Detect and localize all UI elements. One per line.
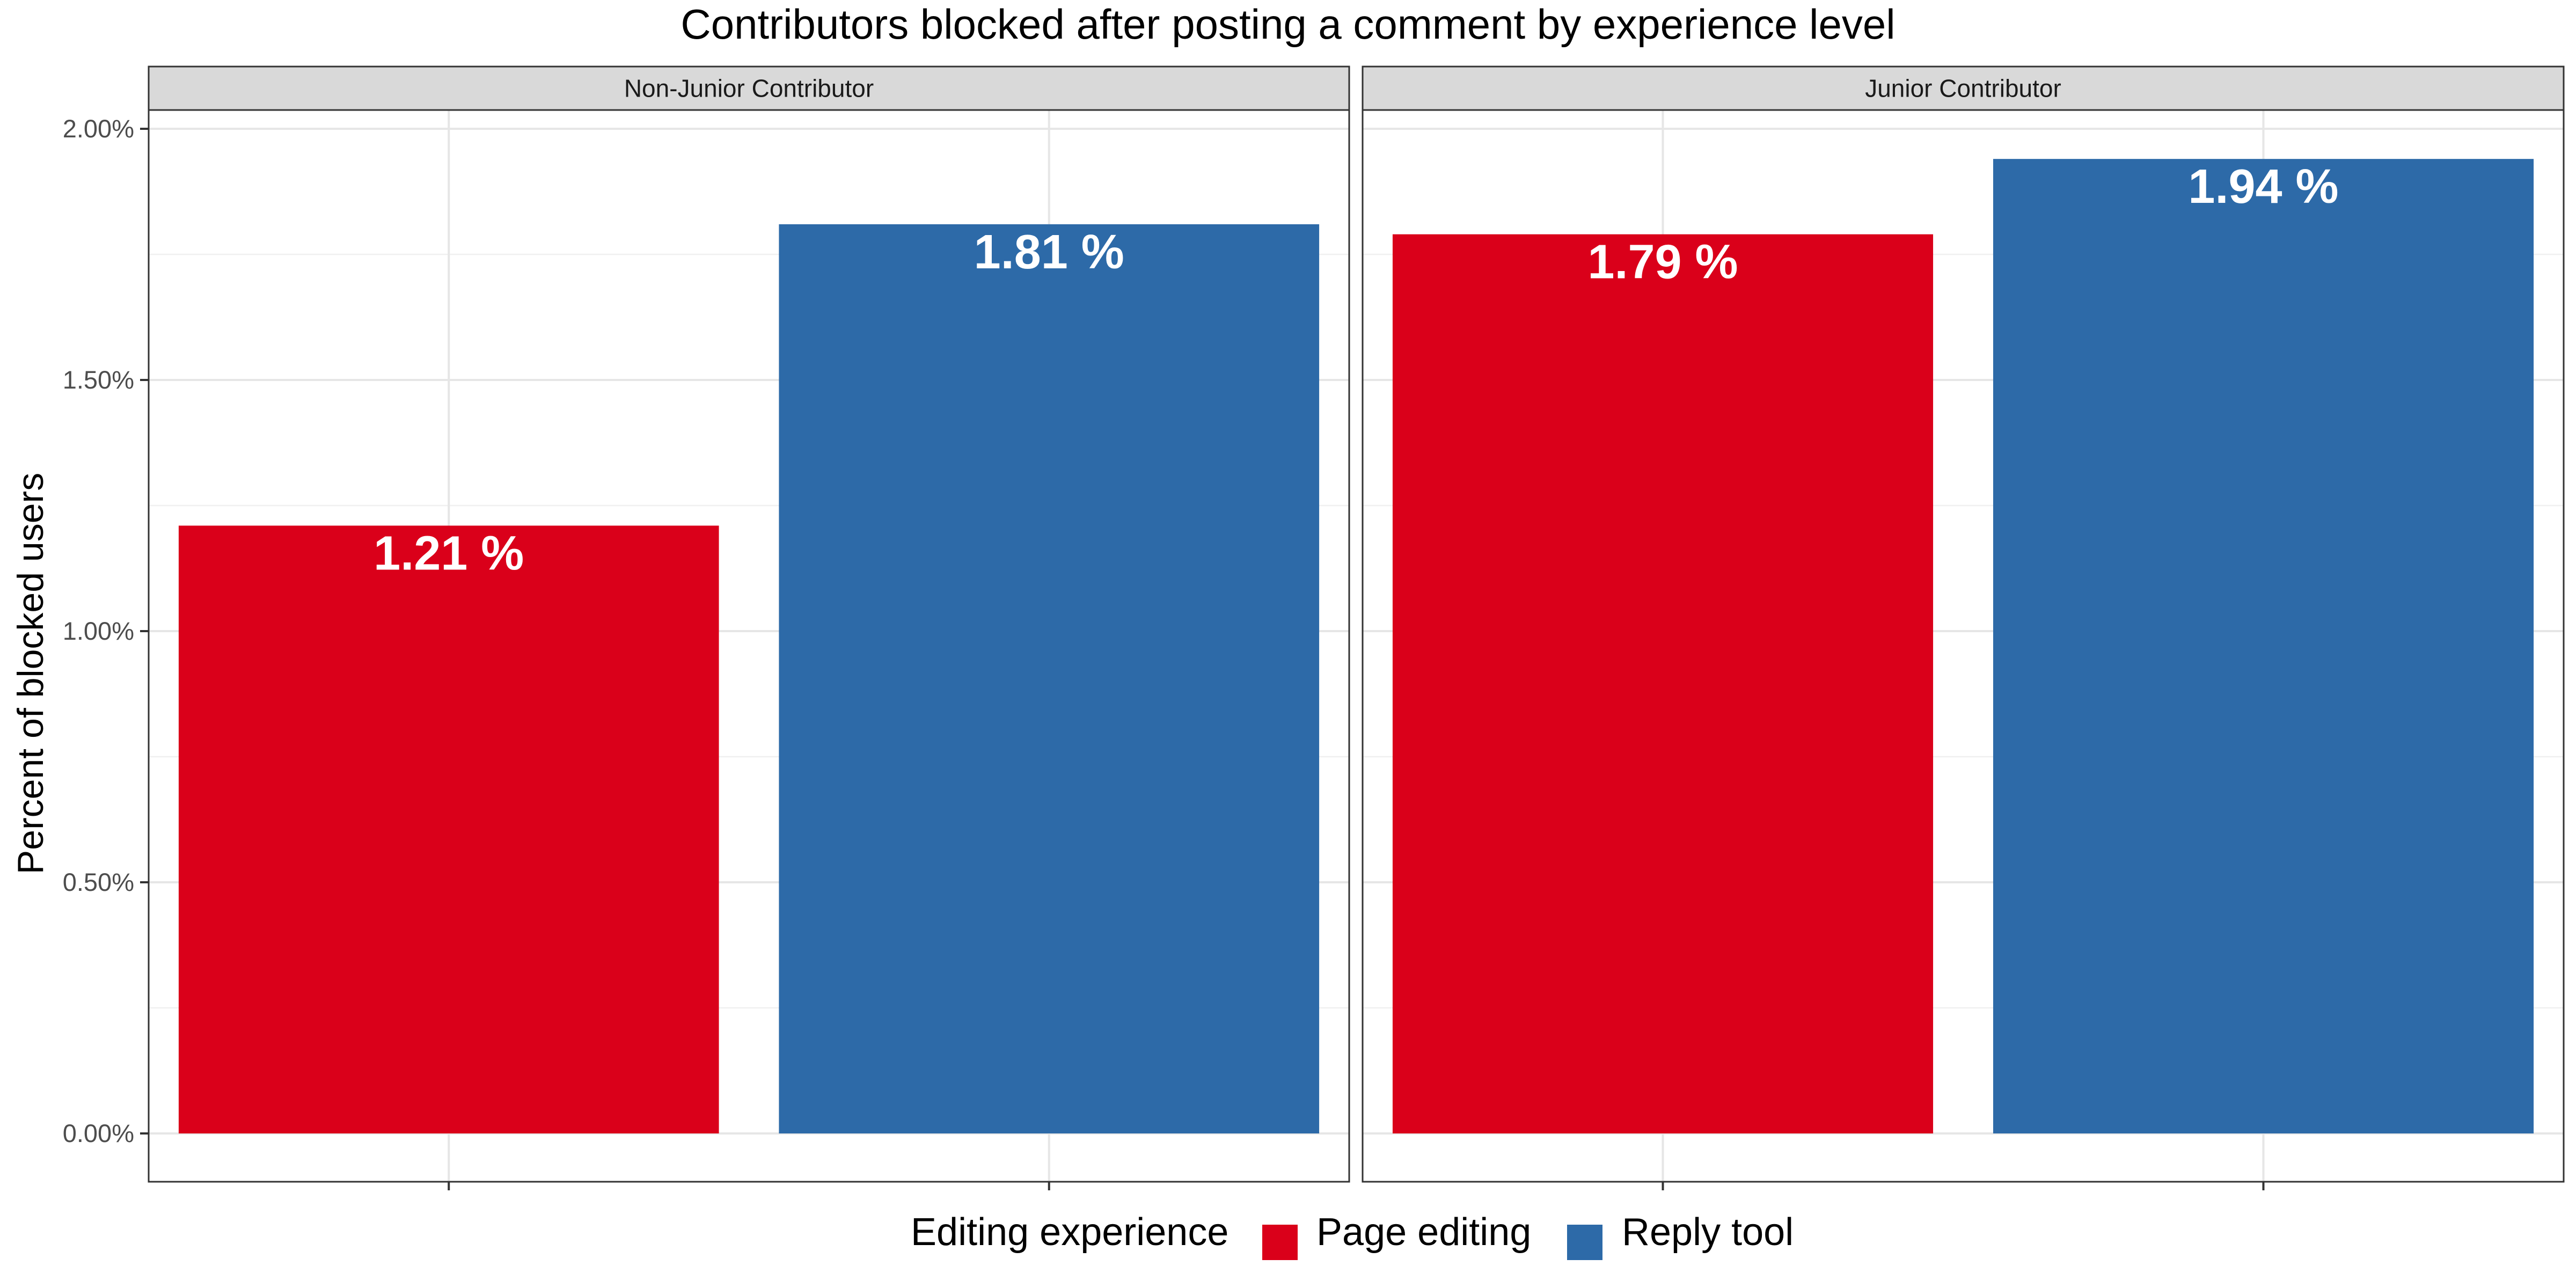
bar-value-label: 1.81 % bbox=[974, 225, 1124, 279]
bar bbox=[1392, 234, 1934, 1133]
facet-strip bbox=[1362, 65, 2565, 111]
chart-title: Contributors blocked after posting a com… bbox=[680, 1, 1895, 48]
legend-key bbox=[1262, 1225, 1298, 1260]
facet-strip-label: Non-Junior Contributor bbox=[624, 75, 874, 103]
bar bbox=[779, 224, 1320, 1134]
y-tick-label: 0.00% bbox=[63, 1119, 134, 1147]
y-axis-title: Percent of blocked users bbox=[10, 473, 51, 874]
bar-value-label: 1.79 % bbox=[1587, 236, 1738, 289]
panels-layer: 1.21 % 1.81 % Non-Junior Contributor 1.79 %… bbox=[148, 65, 2565, 1190]
legend-title: Editing experience bbox=[911, 1211, 1228, 1254]
legend-label: Reply tool bbox=[1622, 1211, 1794, 1254]
bar bbox=[1993, 159, 2534, 1133]
y-tick-label: 0.50% bbox=[63, 868, 134, 896]
facet-panel: 1.79 % 1.94 % Junior Contributor bbox=[1362, 65, 2565, 1190]
y-tick-label: 1.50% bbox=[63, 365, 134, 394]
bar-value-label: 1.94 % bbox=[2188, 160, 2338, 214]
y-tick-label: 2.00% bbox=[63, 114, 134, 143]
facet-strip bbox=[148, 65, 1350, 111]
y-tick-label: 1.00% bbox=[63, 617, 134, 645]
facet-strip-label: Junior Contributor bbox=[1865, 75, 2061, 103]
bar-value-label: 1.21 % bbox=[374, 526, 524, 580]
legend-key bbox=[1567, 1225, 1602, 1260]
facet-panel: 1.21 % 1.81 % Non-Junior Contributor bbox=[148, 65, 1350, 1190]
legend: Editing experience Page editing Reply too… bbox=[911, 1211, 1794, 1260]
bar bbox=[178, 525, 719, 1134]
y-axis: 0.00% 0.50% 1.00% 1.50% 2.00% bbox=[63, 114, 149, 1147]
legend-label: Page editing bbox=[1316, 1211, 1531, 1254]
